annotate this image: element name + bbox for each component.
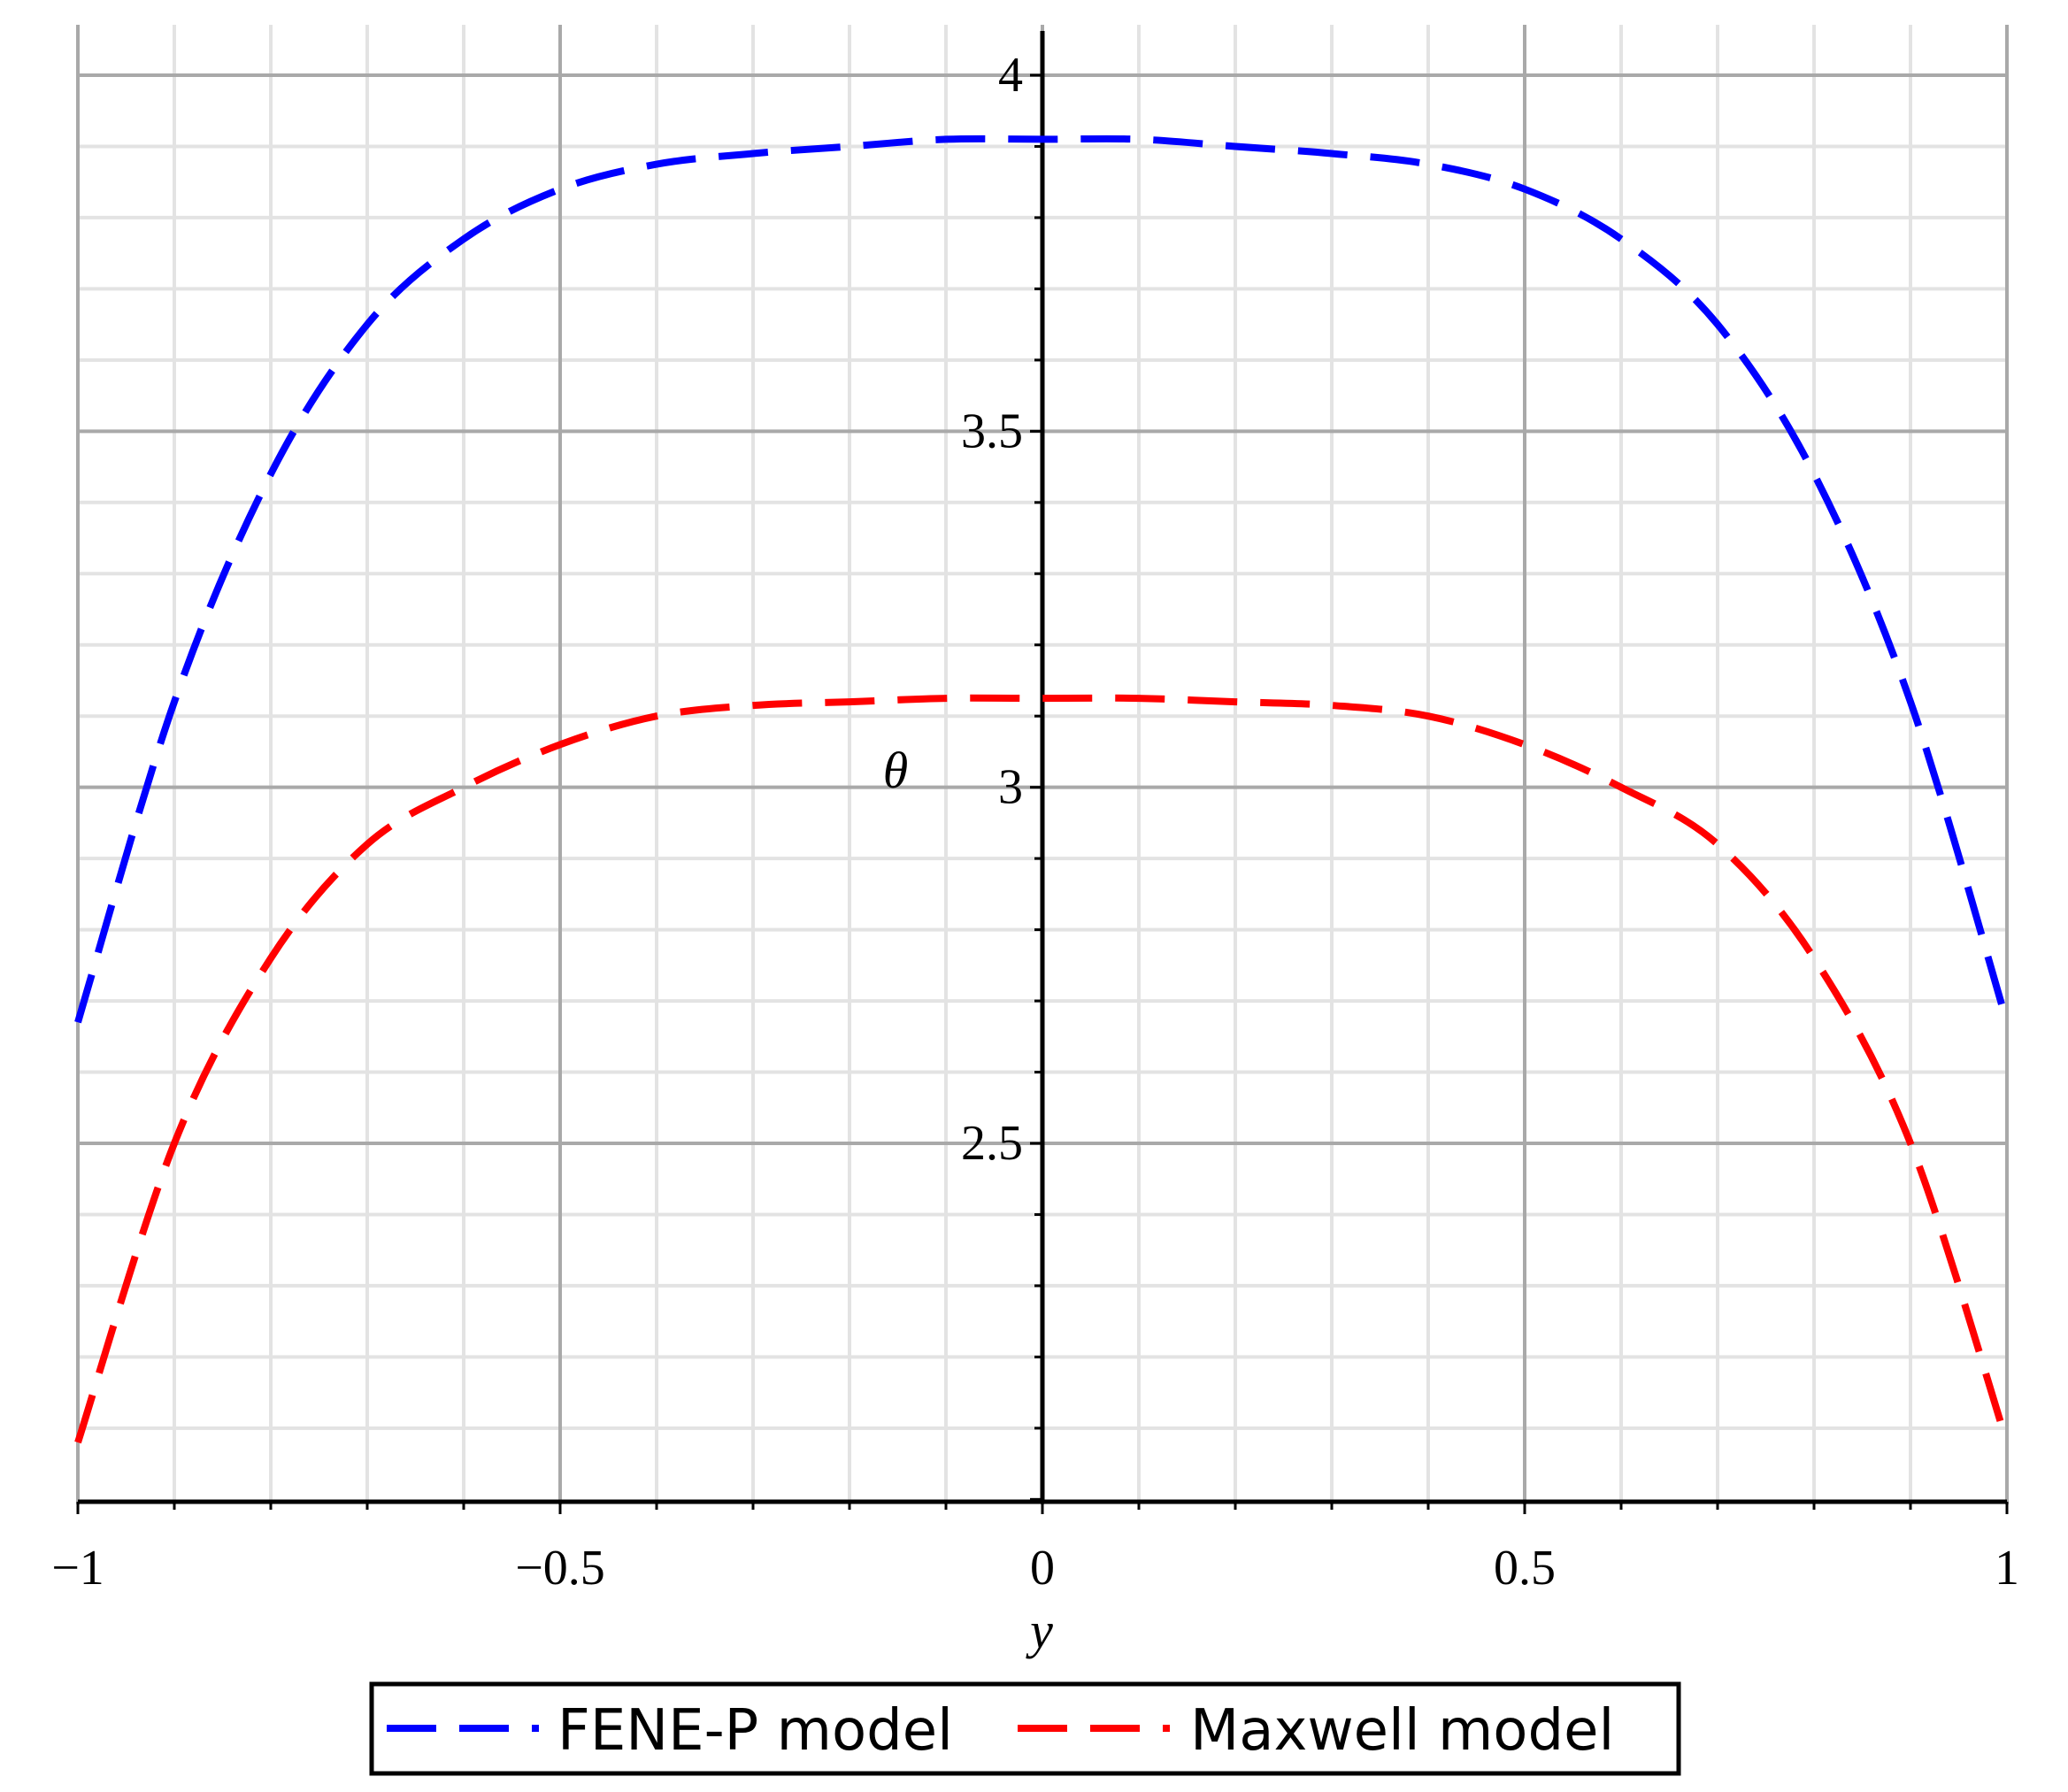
y-tick-label: 3: [998, 760, 1023, 815]
x-axis-label: y: [1026, 1602, 1053, 1659]
tick-labels: −1 −0.5 0 0.5 1 2.5 3 3.5 4: [51, 48, 2019, 1596]
y-tick-label: 4: [998, 48, 1023, 103]
legend: FENE-P model Maxwell model: [369, 1681, 1681, 1776]
y-tick-label: 2.5: [961, 1116, 1023, 1171]
y-axis-label: θ: [883, 742, 909, 799]
series-line-fene-p: [74, 135, 2010, 1024]
x-tick-label: −0.5: [515, 1541, 605, 1596]
legend-label-maxwell: Maxwell model: [1190, 1698, 1614, 1764]
y-tick-label: 3.5: [961, 404, 1023, 458]
x-tick-label: 0: [1030, 1541, 1055, 1596]
legend-label-fene-p: FENE-P model: [557, 1698, 953, 1764]
series-layer: [74, 135, 2010, 1444]
series-line-maxwell: [74, 694, 2010, 1444]
x-tick-label: 0.5: [1494, 1541, 1556, 1596]
axes: [76, 31, 2009, 1514]
x-tick-label: 1: [1995, 1541, 2019, 1596]
x-tick-label: −1: [51, 1541, 104, 1596]
